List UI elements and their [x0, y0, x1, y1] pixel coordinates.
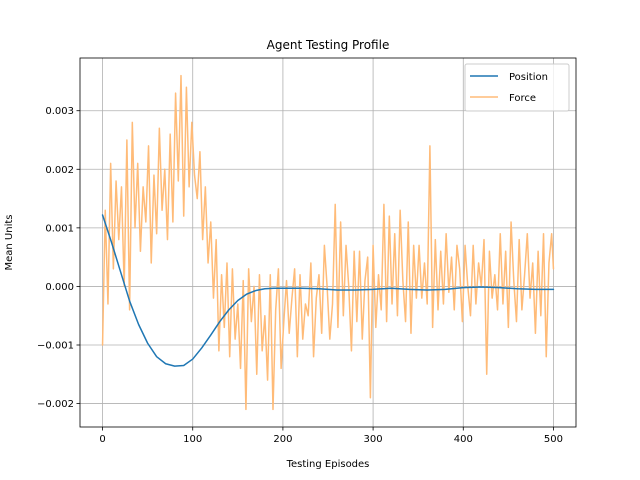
x-tick-label: 400	[454, 434, 473, 445]
x-tick-label: 200	[273, 434, 292, 445]
y-axis-label: Mean Units	[4, 215, 15, 271]
series-line-position	[101, 214, 555, 367]
ticks: 0 100 200 300 400 500 −0.002 −0.001 0.000 0.001 0.…	[37, 106, 563, 445]
y-tick-label: −0.002	[37, 399, 74, 410]
y-tick-label: 0.001	[45, 223, 74, 234]
x-tick-label: 100	[183, 434, 202, 445]
legend: Position Force	[464, 63, 570, 112]
y-tick-label: 0.002	[45, 165, 74, 176]
x-tick-label: 500	[544, 434, 563, 445]
y-tick-label: 0.003	[45, 106, 74, 117]
chart-title: Agent Testing Profile	[267, 38, 390, 52]
legend-label-force: Force	[509, 93, 536, 104]
x-tick-label: 300	[364, 434, 383, 445]
plot-area	[101, 74, 555, 411]
axes-frame	[79, 57, 577, 428]
y-tick-label: 0.000	[45, 282, 74, 293]
series-line-force	[101, 74, 555, 411]
x-axis-label: Testing Episodes	[286, 459, 370, 470]
x-tick-label: 0	[99, 434, 105, 445]
grid	[80, 58, 576, 427]
y-tick-label: −0.001	[37, 341, 74, 352]
legend-label-position: Position	[509, 72, 548, 83]
